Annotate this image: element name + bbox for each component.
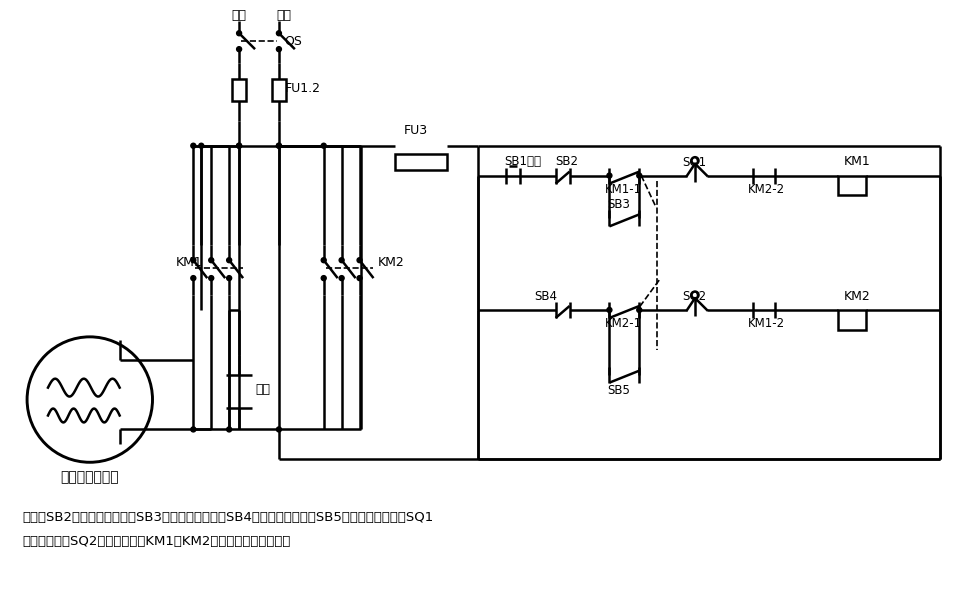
Circle shape bbox=[606, 173, 611, 178]
Text: SB2: SB2 bbox=[555, 155, 579, 168]
Circle shape bbox=[339, 276, 344, 281]
Text: KM2: KM2 bbox=[843, 289, 869, 303]
Circle shape bbox=[339, 258, 344, 262]
Text: SB3: SB3 bbox=[606, 198, 629, 211]
Circle shape bbox=[227, 276, 232, 281]
Circle shape bbox=[276, 427, 282, 432]
Text: KM1: KM1 bbox=[175, 256, 202, 269]
Bar bbox=[232, 79, 246, 101]
Circle shape bbox=[209, 258, 213, 262]
Circle shape bbox=[236, 30, 241, 36]
Circle shape bbox=[636, 308, 641, 312]
Circle shape bbox=[190, 276, 196, 281]
Circle shape bbox=[276, 30, 282, 36]
Circle shape bbox=[190, 143, 196, 148]
Text: KM2: KM2 bbox=[377, 256, 404, 269]
Circle shape bbox=[227, 427, 232, 432]
Circle shape bbox=[357, 258, 361, 262]
Text: KM2-1: KM2-1 bbox=[604, 317, 641, 331]
Circle shape bbox=[227, 258, 232, 262]
Text: SQ1: SQ1 bbox=[681, 155, 705, 168]
Bar bbox=[837, 310, 865, 330]
Bar bbox=[395, 153, 447, 170]
Text: FU3: FU3 bbox=[403, 124, 427, 137]
Bar bbox=[837, 175, 865, 195]
Text: SB4: SB4 bbox=[533, 289, 556, 303]
Text: SB1停止: SB1停止 bbox=[504, 155, 540, 168]
Circle shape bbox=[236, 47, 241, 52]
Circle shape bbox=[276, 143, 282, 148]
Text: SQ2: SQ2 bbox=[681, 289, 705, 303]
Text: 零线: 零线 bbox=[276, 9, 290, 22]
Circle shape bbox=[236, 143, 241, 148]
Circle shape bbox=[190, 427, 196, 432]
Text: 说明：SB2为上升启动按鈕，SB3为上升点动按鈕，SB4为下降启动按鈕，SB5为下降点动按鈕；SQ1: 说明：SB2为上升启动按鈕，SB3为上升点动按鈕，SB4为下降启动按鈕，SB5为… bbox=[22, 510, 432, 524]
Circle shape bbox=[636, 173, 641, 178]
Text: KM2-2: KM2-2 bbox=[747, 183, 784, 196]
Circle shape bbox=[276, 47, 282, 52]
Circle shape bbox=[209, 276, 213, 281]
Circle shape bbox=[357, 276, 361, 281]
Text: KM1-1: KM1-1 bbox=[604, 183, 641, 196]
Text: KM1-2: KM1-2 bbox=[747, 317, 784, 331]
Circle shape bbox=[321, 143, 326, 148]
Circle shape bbox=[236, 143, 241, 148]
Circle shape bbox=[321, 276, 326, 281]
Circle shape bbox=[321, 258, 326, 262]
Text: 火线: 火线 bbox=[232, 9, 246, 22]
Text: KM1: KM1 bbox=[843, 155, 869, 168]
Circle shape bbox=[276, 143, 282, 148]
Text: QS: QS bbox=[283, 35, 302, 48]
Text: 为最高限位，SQ2为最低限位。KM1、KM2可用中间继电器代替。: 为最高限位，SQ2为最低限位。KM1、KM2可用中间继电器代替。 bbox=[22, 535, 290, 549]
Text: 电容: 电容 bbox=[255, 383, 270, 396]
Circle shape bbox=[199, 143, 204, 148]
Text: FU1.2: FU1.2 bbox=[284, 82, 321, 96]
Circle shape bbox=[606, 308, 611, 312]
Text: 单相电容电动机: 单相电容电动机 bbox=[61, 470, 119, 484]
Text: SB5: SB5 bbox=[606, 384, 629, 397]
Circle shape bbox=[190, 258, 196, 262]
Bar bbox=[272, 79, 285, 101]
